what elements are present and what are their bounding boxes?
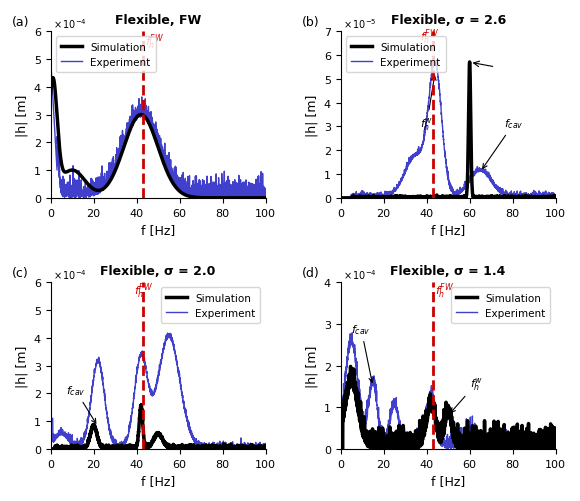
Text: $f_{cav}$: $f_{cav}$ <box>483 117 524 169</box>
Y-axis label: |h| [m]: |h| [m] <box>15 345 28 387</box>
Title: Flexible, σ = 1.4: Flexible, σ = 1.4 <box>390 265 506 278</box>
Y-axis label: |h| [m]: |h| [m] <box>305 345 318 387</box>
Text: $f_h^w$: $f_h^w$ <box>451 375 483 413</box>
Title: Flexible, σ = 2.6: Flexible, σ = 2.6 <box>390 14 506 27</box>
Legend: Simulation, Experiment: Simulation, Experiment <box>451 288 550 324</box>
Text: $\times\,10^{-4}$: $\times\,10^{-4}$ <box>53 17 87 31</box>
Title: Flexible, FW: Flexible, FW <box>115 14 201 27</box>
Text: (d): (d) <box>302 267 320 280</box>
Text: $f_h^{FW}$: $f_h^{FW}$ <box>435 281 454 301</box>
X-axis label: f [Hz]: f [Hz] <box>141 474 175 487</box>
X-axis label: f [Hz]: f [Hz] <box>431 223 465 236</box>
Text: (b): (b) <box>302 16 320 29</box>
Text: $f_{cav}$: $f_{cav}$ <box>351 323 374 383</box>
Text: $f_{cav}$: $f_{cav}$ <box>66 384 96 423</box>
Text: $\times\,10^{-4}$: $\times\,10^{-4}$ <box>53 267 87 281</box>
Legend: Simulation, Experiment: Simulation, Experiment <box>161 288 260 324</box>
Text: (c): (c) <box>12 267 29 280</box>
Text: $\times\,10^{-5}$: $\times\,10^{-5}$ <box>343 17 376 31</box>
Y-axis label: |h| [m]: |h| [m] <box>305 94 318 136</box>
Text: $f_h^w$: $f_h^w$ <box>420 77 436 133</box>
X-axis label: f [Hz]: f [Hz] <box>431 474 465 487</box>
Text: $f_h^{FW}$: $f_h^{FW}$ <box>420 27 439 47</box>
Text: (a): (a) <box>12 16 30 29</box>
Legend: Simulation, Experiment: Simulation, Experiment <box>56 38 155 73</box>
Title: Flexible, σ = 2.0: Flexible, σ = 2.0 <box>100 265 216 278</box>
Text: $\times\,10^{-4}$: $\times\,10^{-4}$ <box>343 267 377 281</box>
Text: $f_h^{FW}$: $f_h^{FW}$ <box>135 281 154 301</box>
Y-axis label: |h| [m]: |h| [m] <box>15 94 28 136</box>
X-axis label: f [Hz]: f [Hz] <box>141 223 175 236</box>
Text: $f_h^{FW}$: $f_h^{FW}$ <box>145 32 164 52</box>
Legend: Simulation, Experiment: Simulation, Experiment <box>346 38 445 73</box>
